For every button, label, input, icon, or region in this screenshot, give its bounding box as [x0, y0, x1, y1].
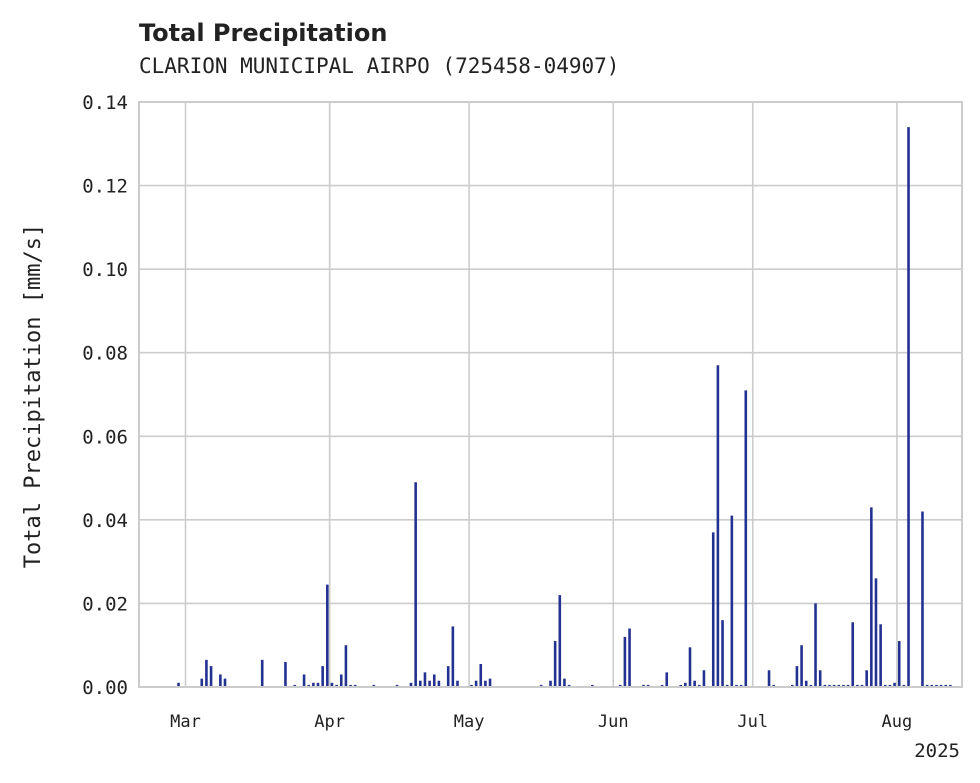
y-tick-label: 0.04	[82, 510, 128, 532]
x-tick-label: May	[454, 712, 485, 732]
x-axis-ticks: Mar Apr May Jun Jul Aug	[170, 712, 912, 732]
y-tick-label: 0.08	[82, 343, 128, 365]
y-axis-label: Total Precipitation [mm/s]	[21, 224, 46, 568]
y-tick-label: 0.00	[82, 677, 128, 699]
x-tick-label: Jul	[737, 712, 768, 732]
x-tick-label: Aug	[882, 712, 913, 732]
x-offset-label: 2025	[914, 740, 960, 762]
chart-subtitle: CLARION MUNICIPAL AIRPO (725458-04907)	[139, 54, 619, 78]
x-tick-label: Jun	[598, 712, 629, 732]
y-tick-label: 0.12	[82, 176, 128, 198]
x-tick-label: Apr	[314, 712, 345, 732]
y-tick-label: 0.10	[82, 259, 128, 281]
y-tick-label: 0.06	[82, 426, 128, 448]
y-tick-label: 0.02	[82, 593, 128, 615]
y-axis-ticks: 0.00 0.02 0.04 0.06 0.08 0.10 0.12 0.14	[82, 92, 128, 699]
y-tick-label: 0.14	[82, 92, 128, 114]
grid-layer	[139, 101, 962, 688]
plot-frame	[138, 101, 963, 688]
bars-layer	[177, 127, 952, 687]
chart-title: Total Precipitation	[139, 19, 387, 47]
x-tick-label: Mar	[170, 712, 201, 732]
